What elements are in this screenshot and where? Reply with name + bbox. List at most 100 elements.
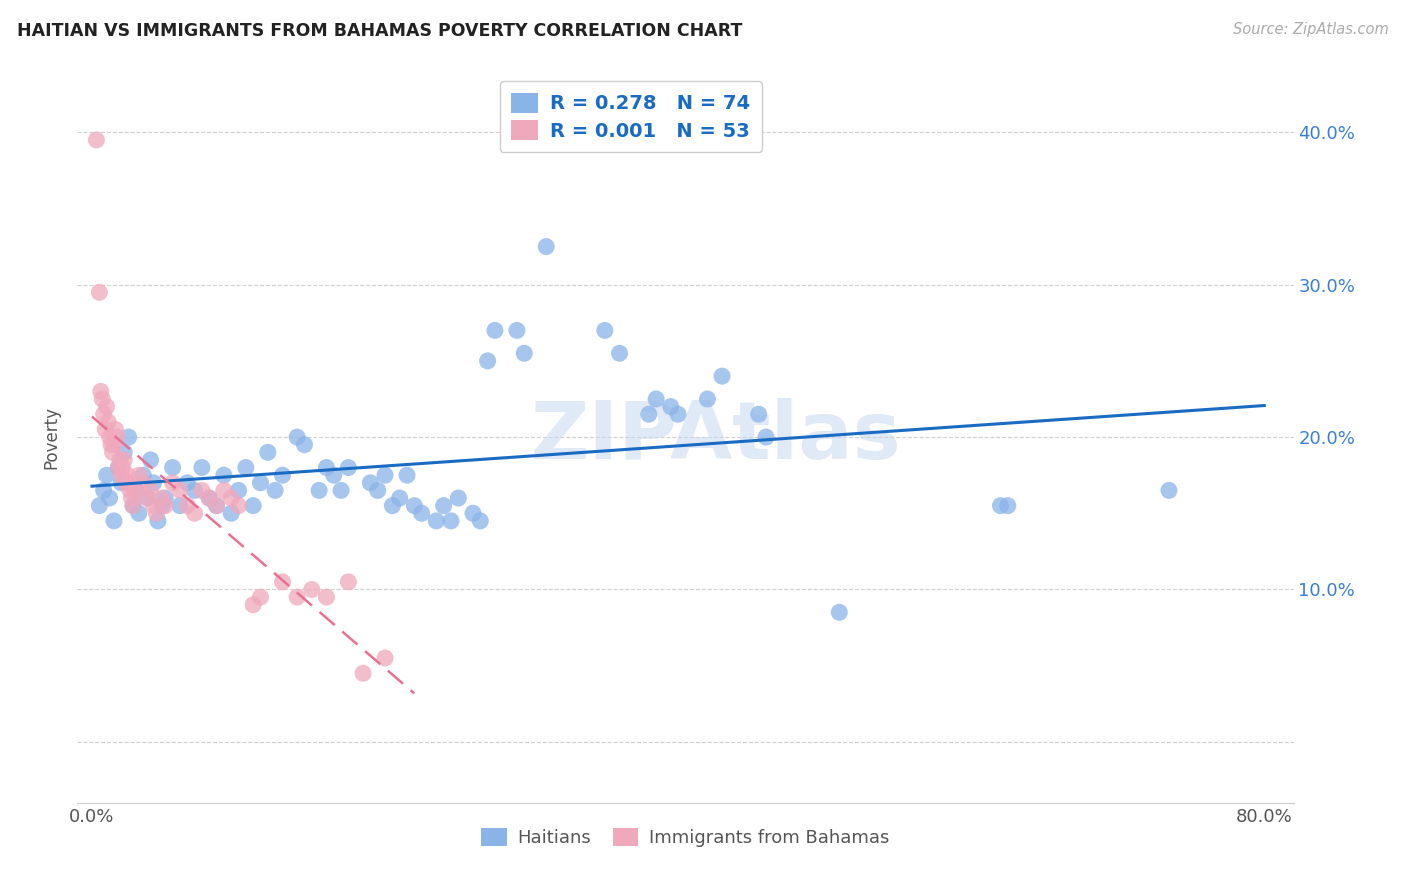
Point <box>103 514 125 528</box>
Point <box>470 514 492 528</box>
Point <box>112 445 135 459</box>
Point <box>86 133 108 147</box>
Point <box>249 590 271 604</box>
Point <box>285 430 308 444</box>
Point <box>89 285 111 300</box>
Point <box>666 407 689 421</box>
Point <box>198 491 221 505</box>
Point <box>98 491 121 505</box>
Point <box>107 460 129 475</box>
Point <box>93 407 115 421</box>
Point <box>271 574 294 589</box>
Point <box>191 460 214 475</box>
Point <box>136 491 159 505</box>
Point <box>212 468 235 483</box>
Point <box>477 354 499 368</box>
Point <box>103 438 125 452</box>
Point <box>374 651 396 665</box>
Point <box>96 468 118 483</box>
Point <box>122 499 145 513</box>
Point <box>150 491 173 505</box>
Point <box>115 468 138 483</box>
Y-axis label: Poverty: Poverty <box>42 406 60 468</box>
Point <box>388 491 411 505</box>
Point <box>242 598 264 612</box>
Point <box>132 475 155 490</box>
Point <box>271 468 294 483</box>
Point <box>176 475 198 490</box>
Point <box>711 369 734 384</box>
Point <box>132 468 155 483</box>
Point <box>484 323 506 337</box>
Point <box>411 506 433 520</box>
Point <box>108 453 131 467</box>
Point <box>228 483 250 498</box>
Point <box>97 415 120 429</box>
Point <box>330 483 353 498</box>
Text: Source: ZipAtlas.com: Source: ZipAtlas.com <box>1233 22 1389 37</box>
Point <box>125 483 148 498</box>
Point <box>90 384 112 399</box>
Point <box>447 491 470 505</box>
Point <box>990 499 1012 513</box>
Point <box>506 323 529 337</box>
Point <box>609 346 631 360</box>
Point <box>91 392 114 406</box>
Point <box>235 460 257 475</box>
Point <box>111 460 134 475</box>
Point <box>513 346 536 360</box>
Point <box>212 483 235 498</box>
Point <box>162 460 184 475</box>
Point <box>315 590 337 604</box>
Point <box>142 475 165 490</box>
Point <box>125 483 148 498</box>
Point <box>169 483 191 498</box>
Point <box>198 491 221 505</box>
Point <box>755 430 778 444</box>
Point <box>150 499 173 513</box>
Point <box>997 499 1019 513</box>
Point <box>155 491 177 505</box>
Point <box>534 239 557 253</box>
Point <box>308 483 330 498</box>
Point <box>120 483 142 498</box>
Point <box>191 483 214 498</box>
Point <box>128 506 150 520</box>
Point <box>205 499 228 513</box>
Point <box>169 499 191 513</box>
Point <box>433 499 456 513</box>
Point <box>256 445 278 459</box>
Point <box>176 499 198 513</box>
Point <box>205 499 228 513</box>
Point <box>828 605 851 619</box>
Point <box>696 392 718 406</box>
Point <box>659 400 682 414</box>
Point <box>593 323 616 337</box>
Point <box>228 499 250 513</box>
Point <box>294 438 316 452</box>
Point <box>93 483 115 498</box>
Point <box>637 407 659 421</box>
Point <box>183 506 205 520</box>
Point <box>264 483 287 498</box>
Point <box>101 445 124 459</box>
Point <box>352 666 374 681</box>
Point <box>112 453 135 467</box>
Point <box>139 453 162 467</box>
Point <box>89 499 111 513</box>
Point <box>98 430 121 444</box>
Point <box>748 407 770 421</box>
Point <box>374 468 396 483</box>
Text: ZIPAtlas: ZIPAtlas <box>530 398 901 476</box>
Point <box>139 483 162 498</box>
Point <box>128 468 150 483</box>
Point <box>105 430 128 444</box>
Point <box>146 514 169 528</box>
Point <box>117 475 139 490</box>
Point <box>322 468 344 483</box>
Point <box>395 468 418 483</box>
Point <box>122 499 145 513</box>
Point <box>136 491 159 505</box>
Point <box>162 475 184 490</box>
Point <box>219 491 242 505</box>
